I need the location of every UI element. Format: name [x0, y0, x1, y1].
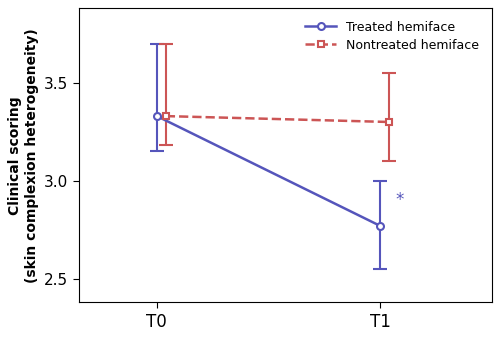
Text: *: *	[396, 191, 404, 210]
Legend: Treated hemiface, Nontreated hemiface: Treated hemiface, Nontreated hemiface	[298, 15, 486, 58]
Y-axis label: Clinical scoring
(skin complexion heterogeneity): Clinical scoring (skin complexion hetero…	[8, 28, 38, 283]
